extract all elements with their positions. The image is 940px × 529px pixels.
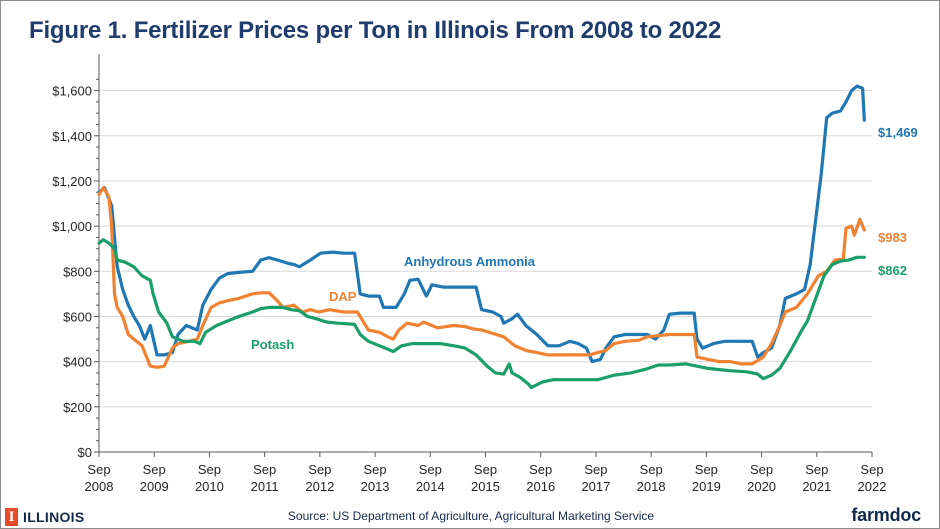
source-note: Source: US Department of Agriculture, Ag… (287, 509, 655, 523)
y-tick-label: $0 (78, 445, 92, 460)
axes: $0 $200 $400 $600 $800 $1,000 $1,200 $1,400 $1,6… (52, 54, 886, 494)
end-value-label-dap: $983 (878, 230, 907, 245)
farmdoc-logo: farmdoc (851, 505, 921, 525)
x-tick-label-year: 2019 (692, 479, 721, 494)
x-tick-label-month: Sep (695, 462, 718, 477)
x-tick-label-month: Sep (198, 462, 221, 477)
y-tick-label: $1,400 (52, 129, 92, 144)
series-annotation-anhydrous: Anhydrous Ammonia (404, 254, 536, 269)
x-tick-label-year: 2010 (195, 479, 224, 494)
series-annotation-potash: Potash (251, 337, 294, 352)
y-tick-label: $600 (63, 309, 92, 324)
x-tick-label-month: Sep (640, 462, 663, 477)
chart-title: Figure 1. Fertilizer Prices per Ton in I… (29, 17, 722, 44)
x-tick-label-year: 2014 (416, 479, 445, 494)
x-tick-label-year: 2022 (858, 479, 887, 494)
y-tick-label: $1,000 (52, 219, 92, 234)
x-tick-label-month: Sep (419, 462, 442, 477)
x-tick-label-year: 2018 (637, 479, 666, 494)
end-value-label-anhydrous: $1,469 (878, 125, 918, 140)
y-tick-label: $400 (63, 355, 92, 370)
x-tick-label-month: Sep (364, 462, 387, 477)
x-tick-label-year: 2016 (526, 479, 555, 494)
x-tick-label-year: 2009 (140, 479, 169, 494)
x-tick-label-year: 2017 (581, 479, 610, 494)
x-tick-label-month: Sep (474, 462, 497, 477)
series-line-dap (97, 186, 866, 369)
series-lines (97, 84, 866, 390)
y-tick-label: $1,600 (52, 84, 92, 99)
x-tick-label-month: Sep (308, 462, 331, 477)
x-tick-label-year: 2021 (802, 479, 831, 494)
y-tick-label: $200 (63, 400, 92, 415)
x-tick-label-year: 2015 (471, 479, 500, 494)
x-tick-label-month: Sep (860, 462, 883, 477)
x-tick-label-year: 2013 (361, 479, 390, 494)
x-tick-label-year: 2020 (747, 479, 776, 494)
x-tick-label-month: Sep (253, 462, 276, 477)
x-tick-label-month: Sep (750, 462, 773, 477)
x-tick-label-month: Sep (584, 462, 607, 477)
y-tick-label: $1,200 (52, 174, 92, 189)
series-line-anhydrous (97, 84, 866, 364)
y-tick-label: $800 (63, 264, 92, 279)
x-tick-label-year: 2008 (85, 479, 114, 494)
x-tick-label-year: 2011 (251, 479, 279, 494)
illinois-wordmark: ILLINOIS (23, 509, 85, 525)
series-labels: Anhydrous Ammonia DAP Potash $1,469 $983 $862 (251, 125, 918, 352)
illinois-block-i-icon: I (5, 508, 18, 526)
x-tick-label-month: Sep (529, 462, 552, 477)
x-tick-label-year: 2012 (305, 479, 334, 494)
end-value-label-potash: $862 (878, 263, 907, 278)
x-tick-label-month: Sep (143, 462, 166, 477)
grid-lines (99, 90, 872, 408)
x-tick-label-month: Sep (805, 462, 828, 477)
series-line-potash (97, 238, 866, 390)
series-annotation-dap: DAP (329, 289, 357, 304)
x-tick-label-month: Sep (87, 462, 110, 477)
illinois-logo: I ILLINOIS (5, 506, 85, 528)
